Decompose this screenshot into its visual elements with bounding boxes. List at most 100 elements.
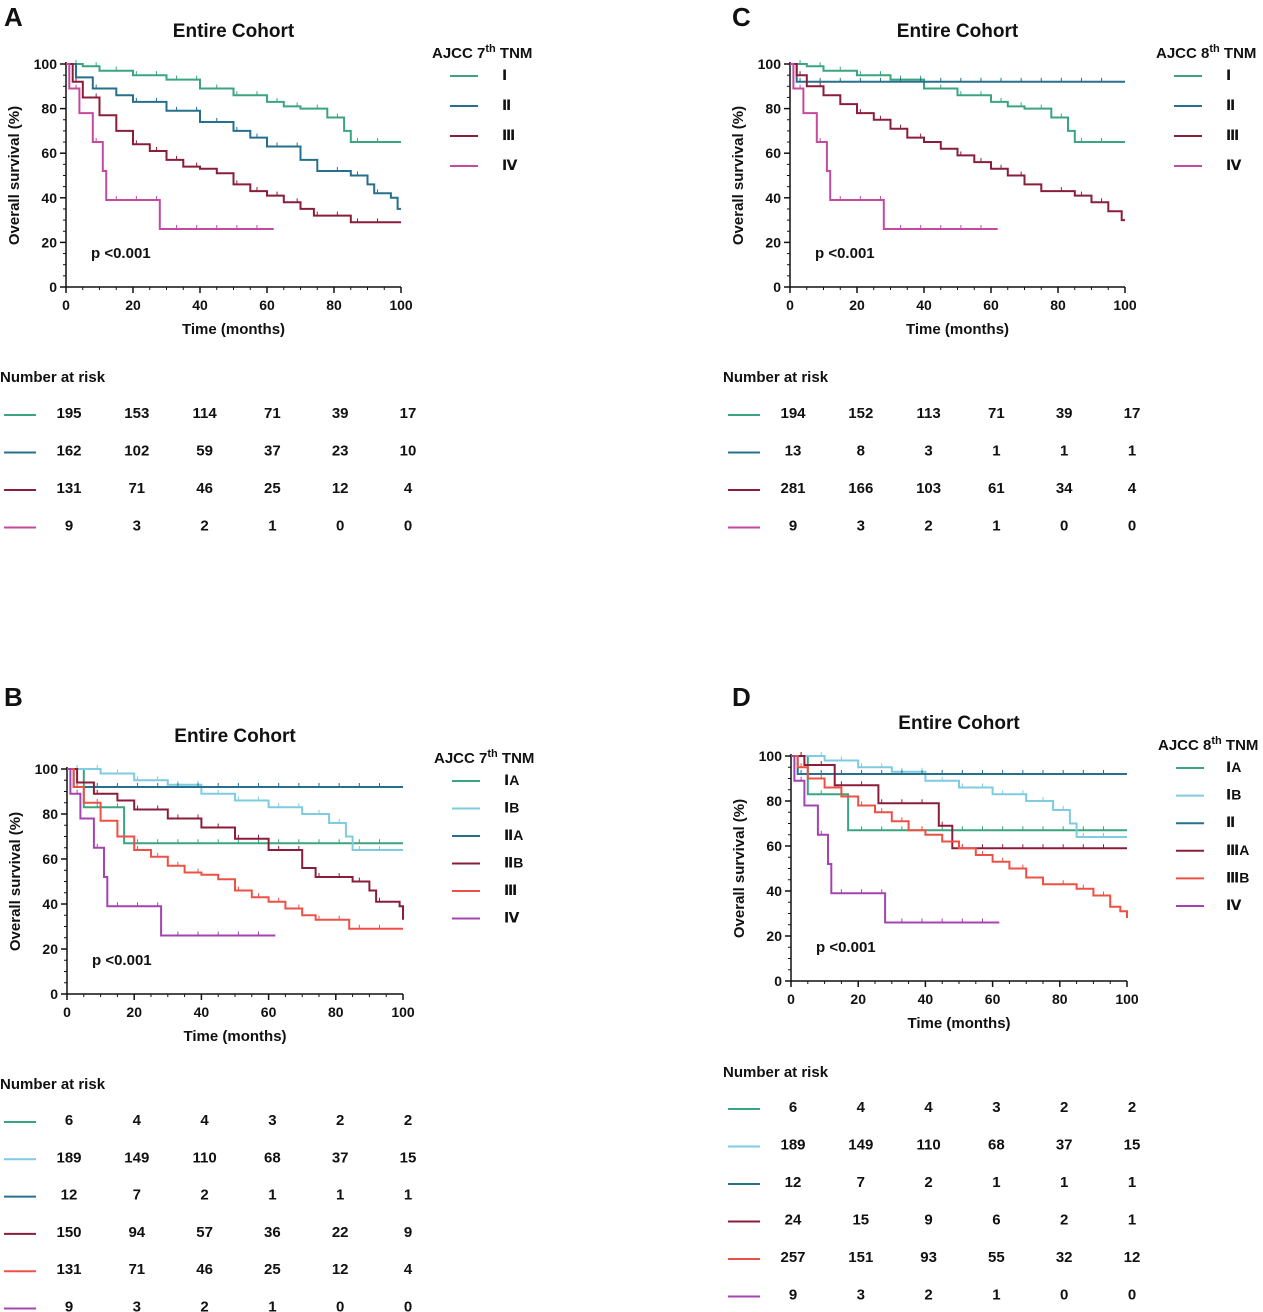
risk-value: 1	[992, 443, 1000, 460]
risk-value: 113	[916, 405, 940, 422]
survival-curve-4	[790, 63, 998, 230]
y-tick-label: 80	[765, 101, 781, 117]
legend-item: Ⅰ	[1226, 67, 1231, 83]
risk-value: 4	[200, 1112, 209, 1129]
risk-value: 2	[924, 1287, 932, 1304]
panel-letter: D	[732, 682, 751, 712]
risk-value: 24	[785, 1212, 802, 1229]
x-tick-label: 40	[916, 297, 932, 313]
y-tick-label: 100	[35, 761, 59, 777]
risk-value: 194	[780, 405, 806, 422]
x-tick-label: 40	[192, 297, 208, 313]
risk-value: 9	[65, 1299, 73, 1312]
x-axis-label: Time (months)	[906, 321, 1009, 338]
risk-value: 61	[988, 480, 1005, 497]
survival-curve-4	[791, 755, 1127, 850]
risk-value: 55	[988, 1249, 1005, 1266]
risk-value: 4	[1128, 480, 1137, 497]
risk-value: 1	[268, 1187, 276, 1204]
legend-item: ⅢA	[1226, 842, 1249, 858]
risk-value: 1	[336, 1187, 344, 1204]
risk-value: 25	[264, 1261, 281, 1278]
survival-curve-2	[67, 768, 403, 851]
y-tick-label: 20	[41, 234, 57, 250]
y-tick-label: 80	[42, 806, 58, 822]
risk-value: 1	[1060, 443, 1068, 460]
risk-value: 4	[404, 1261, 413, 1278]
survival-curve-2	[791, 755, 1127, 838]
risk-value: 3	[857, 518, 865, 535]
x-tick-label: 40	[194, 1004, 210, 1020]
risk-value: 94	[128, 1224, 145, 1241]
x-tick-label: 100	[389, 297, 413, 313]
legend-item: Ⅲ	[504, 882, 517, 898]
risk-value: 12	[332, 480, 349, 497]
risk-value: 195	[56, 405, 81, 422]
risk-value: 131	[56, 1261, 81, 1278]
y-tick-label: 80	[41, 101, 57, 117]
risk-value: 3	[857, 1287, 865, 1304]
risk-value: 0	[336, 1299, 344, 1312]
risk-value: 71	[988, 405, 1005, 422]
y-tick-label: 20	[766, 928, 782, 944]
risk-value: 162	[56, 443, 81, 460]
risk-value: 12	[61, 1187, 78, 1204]
risk-value: 22	[332, 1224, 349, 1241]
risk-value: 25	[264, 480, 281, 497]
x-tick-label: 80	[328, 1004, 344, 1020]
risk-value: 0	[404, 1299, 412, 1312]
x-axis-label: Time (months)	[183, 1028, 286, 1045]
risk-value: 9	[404, 1224, 412, 1241]
risk-value: 7	[857, 1174, 865, 1191]
risk-value: 189	[780, 1137, 805, 1154]
risk-value: 15	[852, 1212, 869, 1229]
risk-value: 1	[1128, 443, 1136, 460]
risk-value: 110	[192, 1149, 216, 1166]
y-tick-label: 20	[765, 234, 781, 250]
chart-title: Entire Cohort	[897, 21, 1019, 42]
risk-value: 12	[332, 1261, 349, 1278]
x-tick-label: 0	[786, 297, 794, 313]
risk-value: 1	[1128, 1174, 1136, 1191]
risk-value: 2	[200, 1299, 208, 1312]
survival-curve-1	[790, 63, 1125, 143]
y-tick-label: 0	[774, 973, 782, 989]
risk-value: 110	[916, 1137, 940, 1154]
x-tick-label: 100	[1113, 297, 1137, 313]
risk-value: 0	[336, 518, 344, 535]
risk-value: 103	[916, 480, 941, 497]
legend-item: Ⅳ	[1226, 897, 1242, 913]
survival-curve-6	[791, 755, 1000, 924]
x-tick-label: 0	[62, 297, 70, 313]
x-tick-label: 60	[259, 297, 275, 313]
y-tick-label: 60	[765, 145, 781, 161]
risk-value: 1	[268, 1299, 276, 1312]
survival-curve-5	[791, 755, 1128, 918]
risk-value: 71	[128, 480, 145, 497]
risk-value: 2	[1060, 1099, 1068, 1116]
risk-value: 37	[264, 443, 281, 460]
risk-value: 152	[848, 405, 873, 422]
y-tick-label: 80	[766, 793, 782, 809]
risk-value: 32	[1056, 1249, 1073, 1266]
panel-letter: A	[4, 2, 23, 32]
risk-value: 149	[124, 1149, 149, 1166]
x-tick-label: 100	[391, 1004, 415, 1020]
risk-value: 3	[133, 518, 141, 535]
x-tick-label: 20	[125, 297, 141, 313]
risk-value: 39	[332, 405, 349, 422]
panel-letter: B	[4, 682, 23, 712]
legend-item: Ⅳ	[1226, 157, 1242, 173]
risk-value: 4	[404, 480, 413, 497]
risk-value: 57	[196, 1224, 213, 1241]
risk-value: 37	[332, 1149, 349, 1166]
risk-value: 149	[848, 1137, 873, 1154]
risk-table-title: Number at risk	[0, 1076, 106, 1093]
legend-title: AJCC 7th TNM	[434, 748, 534, 767]
risk-value: 2	[336, 1112, 344, 1129]
p-value: p <0.001	[92, 952, 152, 969]
x-tick-label: 80	[326, 297, 342, 313]
